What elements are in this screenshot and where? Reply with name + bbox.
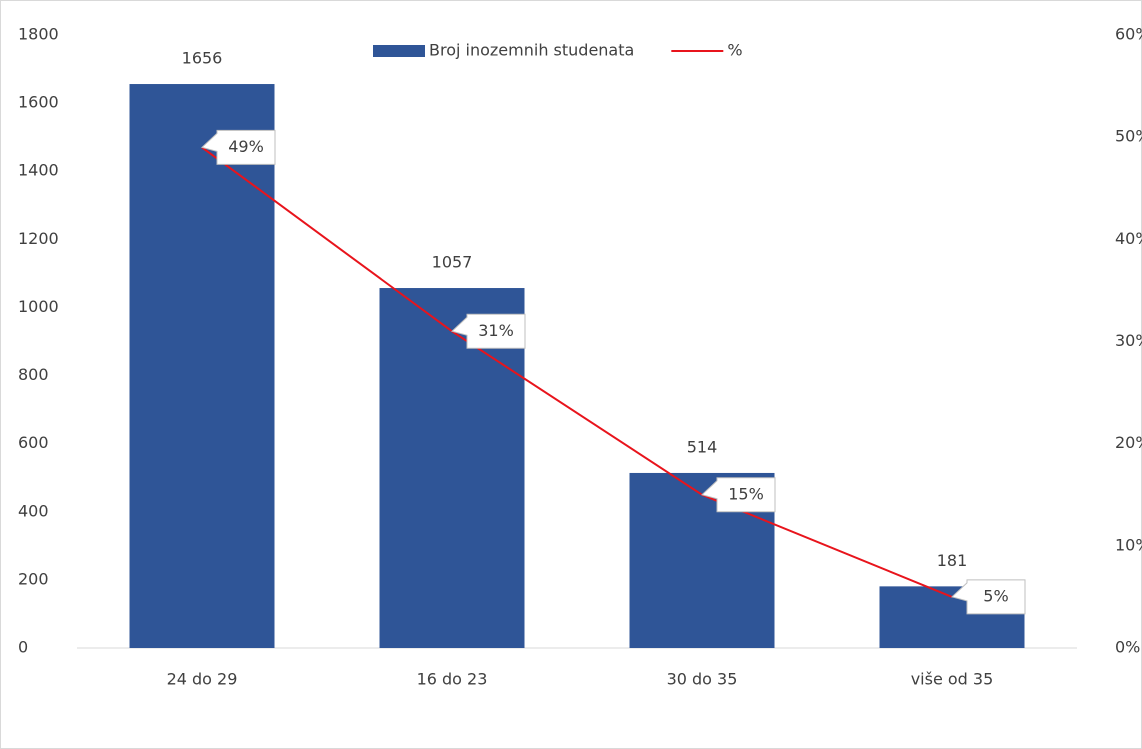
- y-tick-label: 1600: [18, 93, 59, 112]
- y-tick-label: 0: [18, 638, 28, 657]
- y-tick-label: 1400: [18, 161, 59, 180]
- y-tick-label: 800: [18, 365, 49, 384]
- y2-tick-label: 60%: [1115, 25, 1142, 44]
- y2-tick-label: 20%: [1115, 433, 1142, 452]
- data-label-box: [450, 313, 526, 349]
- data-label-box: [700, 477, 776, 513]
- x-tick-label: 24 do 29: [167, 670, 238, 689]
- y-tick-label: 1000: [18, 297, 59, 316]
- line-value-label: 31%: [478, 321, 514, 340]
- line-value-label: 49%: [228, 137, 264, 156]
- bar-value-label: 181: [937, 551, 968, 570]
- y-tick-label: 1200: [18, 229, 59, 248]
- bar-value-label: 1057: [432, 253, 473, 272]
- y-tick-label: 600: [18, 433, 49, 452]
- y2-tick-label: 50%: [1115, 127, 1142, 146]
- y2-tick-label: 40%: [1115, 229, 1142, 248]
- bar: [129, 84, 275, 649]
- y2-tick-label: 10%: [1115, 535, 1142, 554]
- legend-label: %: [727, 41, 742, 60]
- line-value-label: 5%: [983, 586, 1008, 605]
- legend-swatch: [373, 45, 425, 57]
- x-tick-label: više od 35: [911, 670, 994, 689]
- data-label-box: [200, 129, 276, 165]
- y-tick-label: 1800: [18, 25, 59, 44]
- line-value-label: 15%: [728, 484, 764, 503]
- y2-tick-label: 0%: [1115, 638, 1140, 657]
- y2-tick-label: 30%: [1115, 331, 1142, 350]
- y-tick-label: 400: [18, 501, 49, 520]
- y-tick-label: 200: [18, 569, 49, 588]
- legend-label: Broj inozemnih studenata: [429, 41, 634, 60]
- bar-value-label: 1656: [182, 49, 223, 68]
- bar-value-label: 514: [687, 437, 718, 456]
- line: [201, 146, 953, 598]
- data-label-box: [950, 579, 1026, 615]
- x-tick-label: 16 do 23: [417, 670, 488, 689]
- x-tick-label: 30 do 35: [667, 670, 738, 689]
